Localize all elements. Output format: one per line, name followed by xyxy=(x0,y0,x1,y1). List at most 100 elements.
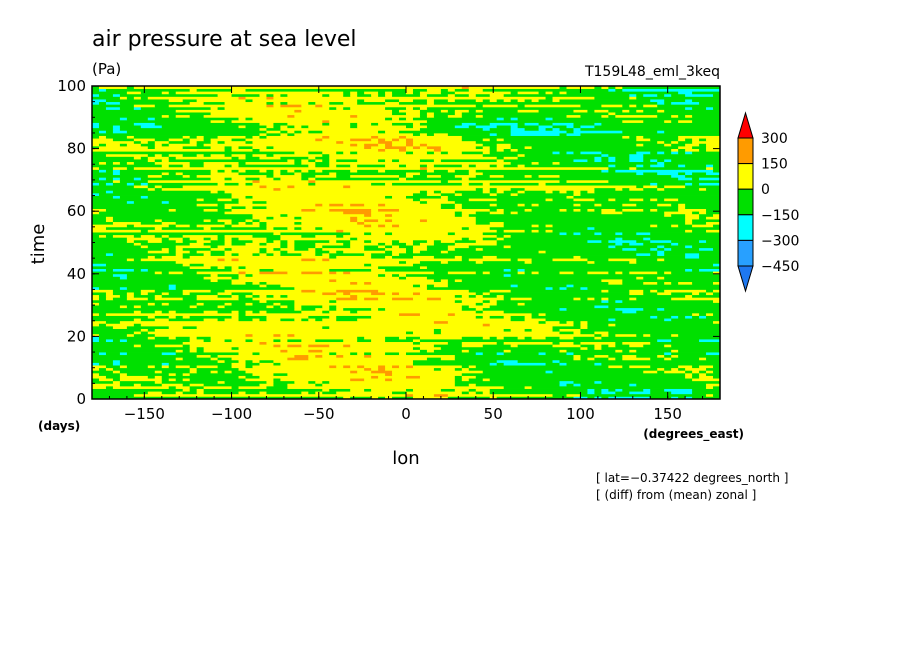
heatmap-cell xyxy=(545,127,553,131)
heatmap-cell xyxy=(92,132,260,136)
heatmap-cell xyxy=(259,268,274,272)
heatmap-cell xyxy=(489,145,498,149)
heatmap-cell xyxy=(378,169,386,173)
heatmap-cell xyxy=(594,122,602,126)
heatmap-cell xyxy=(196,349,205,353)
heatmap-cell xyxy=(105,153,149,157)
heatmap-cell xyxy=(399,312,421,316)
heatmap-cell xyxy=(203,114,288,118)
heatmap-cell xyxy=(608,166,630,170)
heatmap-cell xyxy=(92,393,135,397)
heatmap-cell xyxy=(573,159,588,163)
heatmap-cell xyxy=(175,310,205,314)
heatmap-cell xyxy=(92,109,177,113)
heatmap-cell xyxy=(622,281,644,285)
heatmap-cell xyxy=(322,122,330,126)
heatmap-cell xyxy=(699,292,707,296)
heatmap-cell xyxy=(161,221,177,225)
heatmap-cell xyxy=(147,268,232,272)
heatmap-cell xyxy=(538,122,553,126)
heatmap-cell xyxy=(433,159,442,163)
heatmap-cell xyxy=(678,396,686,399)
heatmap-cell xyxy=(482,88,609,92)
heatmap-cell xyxy=(482,127,491,131)
heatmap-cell xyxy=(364,99,386,103)
heatmap-cell xyxy=(503,190,519,194)
heatmap-cell xyxy=(280,239,288,243)
heatmap-cell xyxy=(315,101,330,105)
heatmap-cell xyxy=(224,380,267,384)
heatmap-cell xyxy=(364,263,372,267)
heatmap-cell xyxy=(559,341,574,345)
heatmap-cell xyxy=(308,159,316,163)
heatmap-cell xyxy=(301,391,309,395)
heatmap-cell xyxy=(252,273,379,277)
heatmap-cell xyxy=(119,359,218,363)
heatmap-cell xyxy=(252,195,386,199)
heatmap-cell xyxy=(594,362,602,366)
heatmap-cell xyxy=(92,198,198,202)
heatmap-cell xyxy=(231,242,246,246)
heatmap-cell xyxy=(510,297,532,301)
heatmap-cell xyxy=(454,112,463,116)
heatmap-cell xyxy=(252,365,330,369)
heatmap-cell xyxy=(685,93,714,97)
heatmap-cell xyxy=(643,156,720,160)
heatmap-cell xyxy=(280,252,302,256)
heatmap-cell xyxy=(706,166,714,170)
heatmap-cell xyxy=(496,190,505,194)
heatmap-cell xyxy=(559,190,567,194)
heatmap-cell xyxy=(112,234,135,238)
heatmap-cell xyxy=(531,260,588,264)
heatmap-cell xyxy=(475,211,491,215)
heatmap-cell xyxy=(713,271,720,275)
heatmap-cell xyxy=(713,320,720,324)
heatmap-cell xyxy=(461,255,484,259)
heatmap-cell xyxy=(636,138,651,142)
heatmap-cell xyxy=(608,357,616,361)
heatmap-cell xyxy=(678,365,693,369)
heatmap-cell xyxy=(385,213,393,217)
heatmap-cell xyxy=(294,125,302,129)
heatmap-cell xyxy=(573,357,581,361)
heatmap-cell xyxy=(524,153,602,157)
heatmap-cell xyxy=(168,286,177,290)
heatmap-cell xyxy=(454,88,470,92)
heatmap-cell xyxy=(678,114,686,118)
heatmap-cell xyxy=(322,203,330,207)
heatmap-cell xyxy=(105,143,121,147)
heatmap-cell xyxy=(573,323,581,327)
heatmap-cell xyxy=(671,292,693,296)
heatmap-cell xyxy=(475,99,484,103)
heatmap-cell xyxy=(385,164,400,168)
heatmap-cell xyxy=(601,391,616,395)
heatmap-cell xyxy=(182,153,198,157)
heatmap-cell xyxy=(329,271,337,275)
heatmap-cell xyxy=(440,195,449,199)
heatmap-cell xyxy=(531,229,539,233)
heatmap-cell xyxy=(615,245,658,249)
heatmap-cell xyxy=(357,294,456,298)
heatmap-cell xyxy=(238,310,246,314)
heatmap-cell xyxy=(224,247,232,251)
heatmap-cell xyxy=(336,318,358,322)
heatmap-cell xyxy=(524,385,532,389)
heatmap-cell xyxy=(538,320,546,324)
heatmap-cell xyxy=(629,198,644,202)
heatmap-cell xyxy=(622,242,630,246)
heatmap-cell xyxy=(147,331,407,335)
heatmap-cell xyxy=(587,357,595,361)
heatmap-cell xyxy=(573,232,581,236)
heatmap-cell xyxy=(168,318,205,322)
heatmap-cell xyxy=(238,198,414,202)
heatmap-cell xyxy=(608,112,616,116)
heatmap-cell xyxy=(147,336,156,340)
heatmap-cell xyxy=(545,336,560,340)
heatmap-cell xyxy=(231,385,239,389)
heatmap-cell xyxy=(433,367,442,371)
heatmap-cell xyxy=(489,138,498,142)
heatmap-cell xyxy=(608,318,616,322)
heatmap-cell xyxy=(371,268,386,272)
heatmap-cell xyxy=(426,101,435,105)
heatmap-cell xyxy=(664,119,672,123)
